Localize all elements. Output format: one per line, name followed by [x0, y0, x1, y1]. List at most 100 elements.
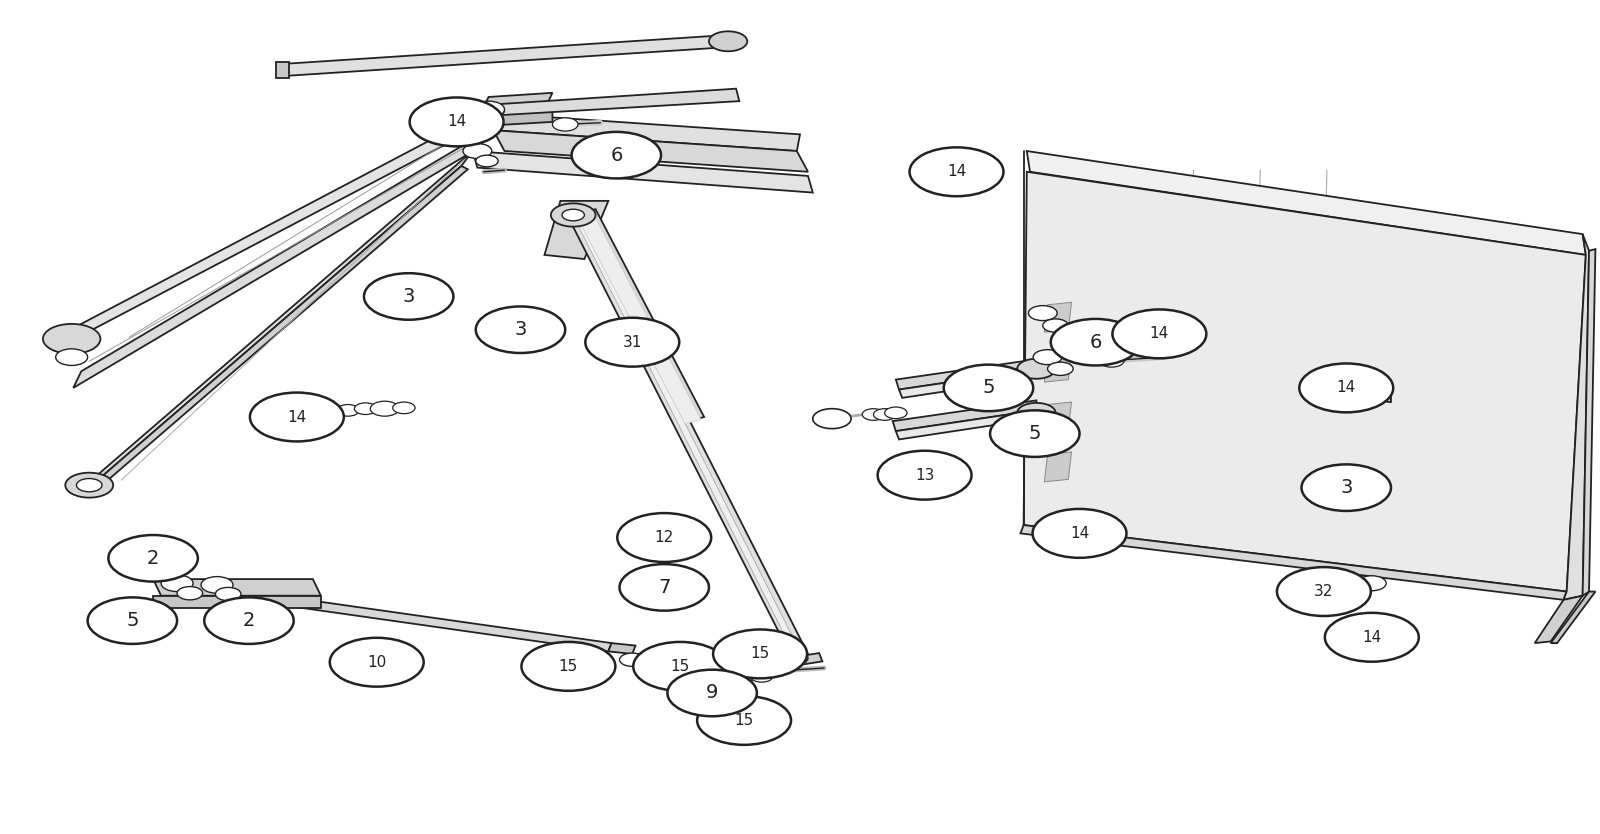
Circle shape — [878, 450, 971, 500]
Polygon shape — [1550, 591, 1595, 643]
Text: 6: 6 — [1090, 333, 1102, 352]
Text: 14: 14 — [947, 164, 966, 179]
Polygon shape — [480, 109, 552, 126]
Text: 3: 3 — [514, 320, 526, 339]
Circle shape — [701, 680, 739, 700]
Circle shape — [562, 209, 584, 221]
Circle shape — [1018, 359, 1056, 379]
Text: 2: 2 — [243, 611, 254, 631]
Text: 14: 14 — [1150, 326, 1170, 341]
Polygon shape — [1024, 172, 1586, 591]
Polygon shape — [896, 410, 1037, 440]
Circle shape — [1325, 613, 1419, 661]
Circle shape — [634, 642, 726, 691]
Polygon shape — [277, 62, 290, 78]
Polygon shape — [493, 113, 800, 151]
Text: 6: 6 — [610, 146, 622, 164]
Polygon shape — [1563, 234, 1589, 600]
Polygon shape — [1045, 452, 1072, 482]
Polygon shape — [1045, 352, 1072, 382]
Circle shape — [370, 401, 398, 416]
Polygon shape — [480, 93, 552, 113]
Circle shape — [475, 306, 565, 353]
Circle shape — [475, 155, 498, 167]
Polygon shape — [464, 109, 504, 153]
Circle shape — [363, 274, 453, 319]
Circle shape — [472, 101, 504, 118]
Text: 15: 15 — [670, 659, 690, 674]
Circle shape — [1357, 575, 1386, 590]
Circle shape — [750, 671, 773, 682]
Polygon shape — [576, 212, 701, 424]
Polygon shape — [472, 151, 813, 193]
Circle shape — [462, 143, 491, 158]
Polygon shape — [896, 359, 1040, 389]
Circle shape — [990, 410, 1080, 457]
Circle shape — [944, 364, 1034, 411]
Text: 32: 32 — [1314, 584, 1333, 599]
Circle shape — [1099, 354, 1125, 367]
Text: 14: 14 — [1362, 630, 1381, 645]
Text: 3: 3 — [1341, 478, 1352, 497]
Circle shape — [66, 473, 114, 498]
Circle shape — [586, 318, 680, 367]
Polygon shape — [282, 35, 733, 76]
Circle shape — [698, 696, 790, 745]
Text: 31: 31 — [622, 334, 642, 349]
Circle shape — [909, 148, 1003, 196]
Polygon shape — [74, 130, 488, 388]
Circle shape — [1034, 349, 1062, 364]
Text: 3: 3 — [403, 287, 414, 306]
Polygon shape — [493, 130, 808, 172]
Polygon shape — [568, 214, 808, 658]
Circle shape — [1018, 403, 1056, 423]
Circle shape — [250, 393, 344, 441]
Circle shape — [330, 638, 424, 686]
Circle shape — [522, 642, 616, 691]
Polygon shape — [154, 595, 322, 608]
Text: 5: 5 — [982, 379, 995, 398]
Circle shape — [178, 586, 203, 600]
Polygon shape — [579, 209, 704, 421]
Polygon shape — [69, 105, 496, 342]
Circle shape — [1048, 362, 1074, 375]
Circle shape — [659, 660, 685, 673]
Circle shape — [1112, 309, 1206, 359]
Text: 14: 14 — [1070, 526, 1090, 541]
Polygon shape — [787, 653, 822, 666]
Circle shape — [1141, 334, 1170, 349]
Text: 12: 12 — [654, 530, 674, 545]
Polygon shape — [573, 214, 800, 653]
Text: 5: 5 — [126, 611, 139, 631]
Circle shape — [205, 597, 294, 644]
Text: 9: 9 — [706, 684, 718, 702]
Circle shape — [782, 651, 808, 665]
Text: 15: 15 — [750, 646, 770, 661]
Polygon shape — [258, 593, 611, 651]
Circle shape — [410, 98, 504, 146]
Text: 15: 15 — [558, 659, 578, 674]
Circle shape — [619, 653, 645, 666]
Circle shape — [874, 409, 896, 420]
Circle shape — [1043, 319, 1069, 332]
Circle shape — [109, 535, 198, 581]
Circle shape — [550, 203, 595, 227]
Circle shape — [552, 118, 578, 131]
Circle shape — [619, 564, 709, 610]
Circle shape — [1299, 364, 1394, 412]
Circle shape — [1301, 465, 1390, 511]
Text: 13: 13 — [915, 468, 934, 483]
Circle shape — [638, 655, 667, 670]
Circle shape — [322, 404, 342, 416]
Polygon shape — [1534, 595, 1582, 643]
Circle shape — [216, 587, 242, 600]
Circle shape — [667, 670, 757, 716]
Circle shape — [88, 597, 178, 644]
Circle shape — [1029, 305, 1058, 320]
Circle shape — [56, 349, 88, 365]
Polygon shape — [1323, 387, 1390, 402]
Circle shape — [338, 404, 358, 416]
Polygon shape — [1021, 525, 1566, 600]
Text: 15: 15 — [734, 713, 754, 728]
Circle shape — [1051, 319, 1141, 365]
